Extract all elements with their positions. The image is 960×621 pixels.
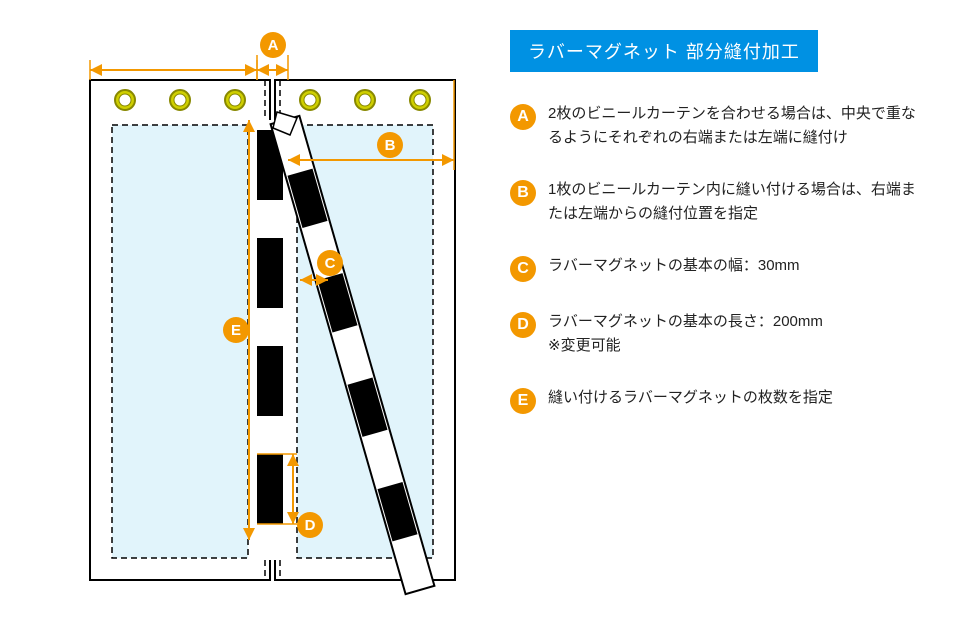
legend-letter: B xyxy=(510,180,536,206)
legend-letter: A xyxy=(510,104,536,130)
legend-text: ラバーマグネットの基本の幅：30mm xyxy=(548,254,800,278)
curtain-diagram: A B C D E xyxy=(30,20,480,600)
svg-text:B: B xyxy=(385,137,396,154)
svg-text:A: A xyxy=(268,37,279,54)
legend-text: 2枚のビニールカーテンを合わせる場合は、中央で重なるようにそれぞれの右端または左… xyxy=(548,102,930,150)
legend-item: E 縫い付けるラバーマグネットの枚数を指定 xyxy=(510,386,930,414)
legend-item: C ラバーマグネットの基本の幅：30mm xyxy=(510,254,930,282)
legend-item: B 1枚のビニールカーテン内に縫い付ける場合は、右端または左端からの縫付位置を指定 xyxy=(510,178,930,226)
legend-text: ラバーマグネットの基本の長さ：200mm※変更可能 xyxy=(548,310,823,358)
legend-item: A 2枚のビニールカーテンを合わせる場合は、中央で重なるようにそれぞれの右端または… xyxy=(510,102,930,150)
legend-item: D ラバーマグネットの基本の長さ：200mm※変更可能 xyxy=(510,310,930,358)
legend-letter: C xyxy=(510,256,536,282)
svg-text:D: D xyxy=(305,517,316,534)
legend-letter: E xyxy=(510,388,536,414)
svg-text:C: C xyxy=(325,255,336,272)
legend-text: 縫い付けるラバーマグネットの枚数を指定 xyxy=(548,386,833,410)
legend-text: 1枚のビニールカーテン内に縫い付ける場合は、右端または左端からの縫付位置を指定 xyxy=(548,178,930,226)
legend-area: ラバーマグネット 部分縫付加工 A 2枚のビニールカーテンを合わせる場合は、中央で… xyxy=(480,20,930,601)
svg-text:E: E xyxy=(231,322,241,339)
legend-letter: D xyxy=(510,312,536,338)
title-badge: ラバーマグネット 部分縫付加工 xyxy=(510,30,818,72)
